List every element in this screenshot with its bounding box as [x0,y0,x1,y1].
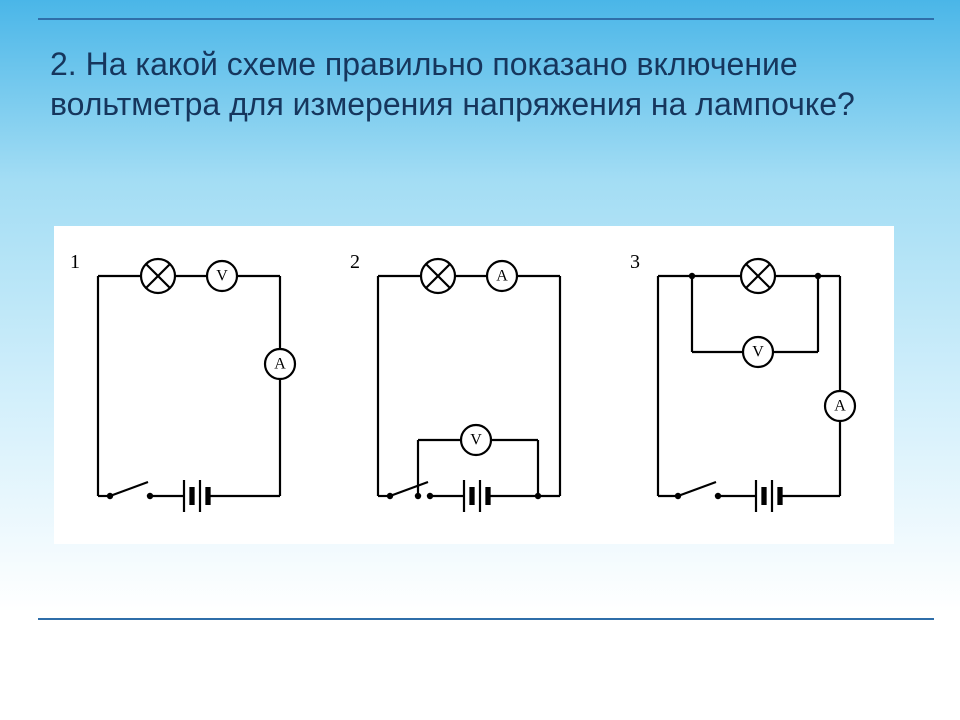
circuit-3: 3 A V [630,251,855,512]
circuit-1: 1 V A [70,251,295,512]
svg-text:A: A [834,398,846,415]
svg-text:V: V [752,344,764,361]
svg-text:2: 2 [350,251,360,273]
slide: 2. На какой схеме правильно показано вкл… [0,0,960,720]
svg-text:V: V [216,268,228,285]
circuit-2: 2 A V [350,251,560,512]
svg-text:1: 1 [70,251,80,273]
svg-text:A: A [496,268,508,285]
svg-text:A: A [274,356,286,373]
rule-top [38,18,934,20]
question-text: 2. На какой схеме правильно показано вкл… [50,44,900,124]
circuit-diagrams: 1 V A 2 A V 3 A V [54,226,894,544]
rule-bottom [38,618,934,620]
svg-text:V: V [470,432,482,449]
svg-text:3: 3 [630,251,640,273]
